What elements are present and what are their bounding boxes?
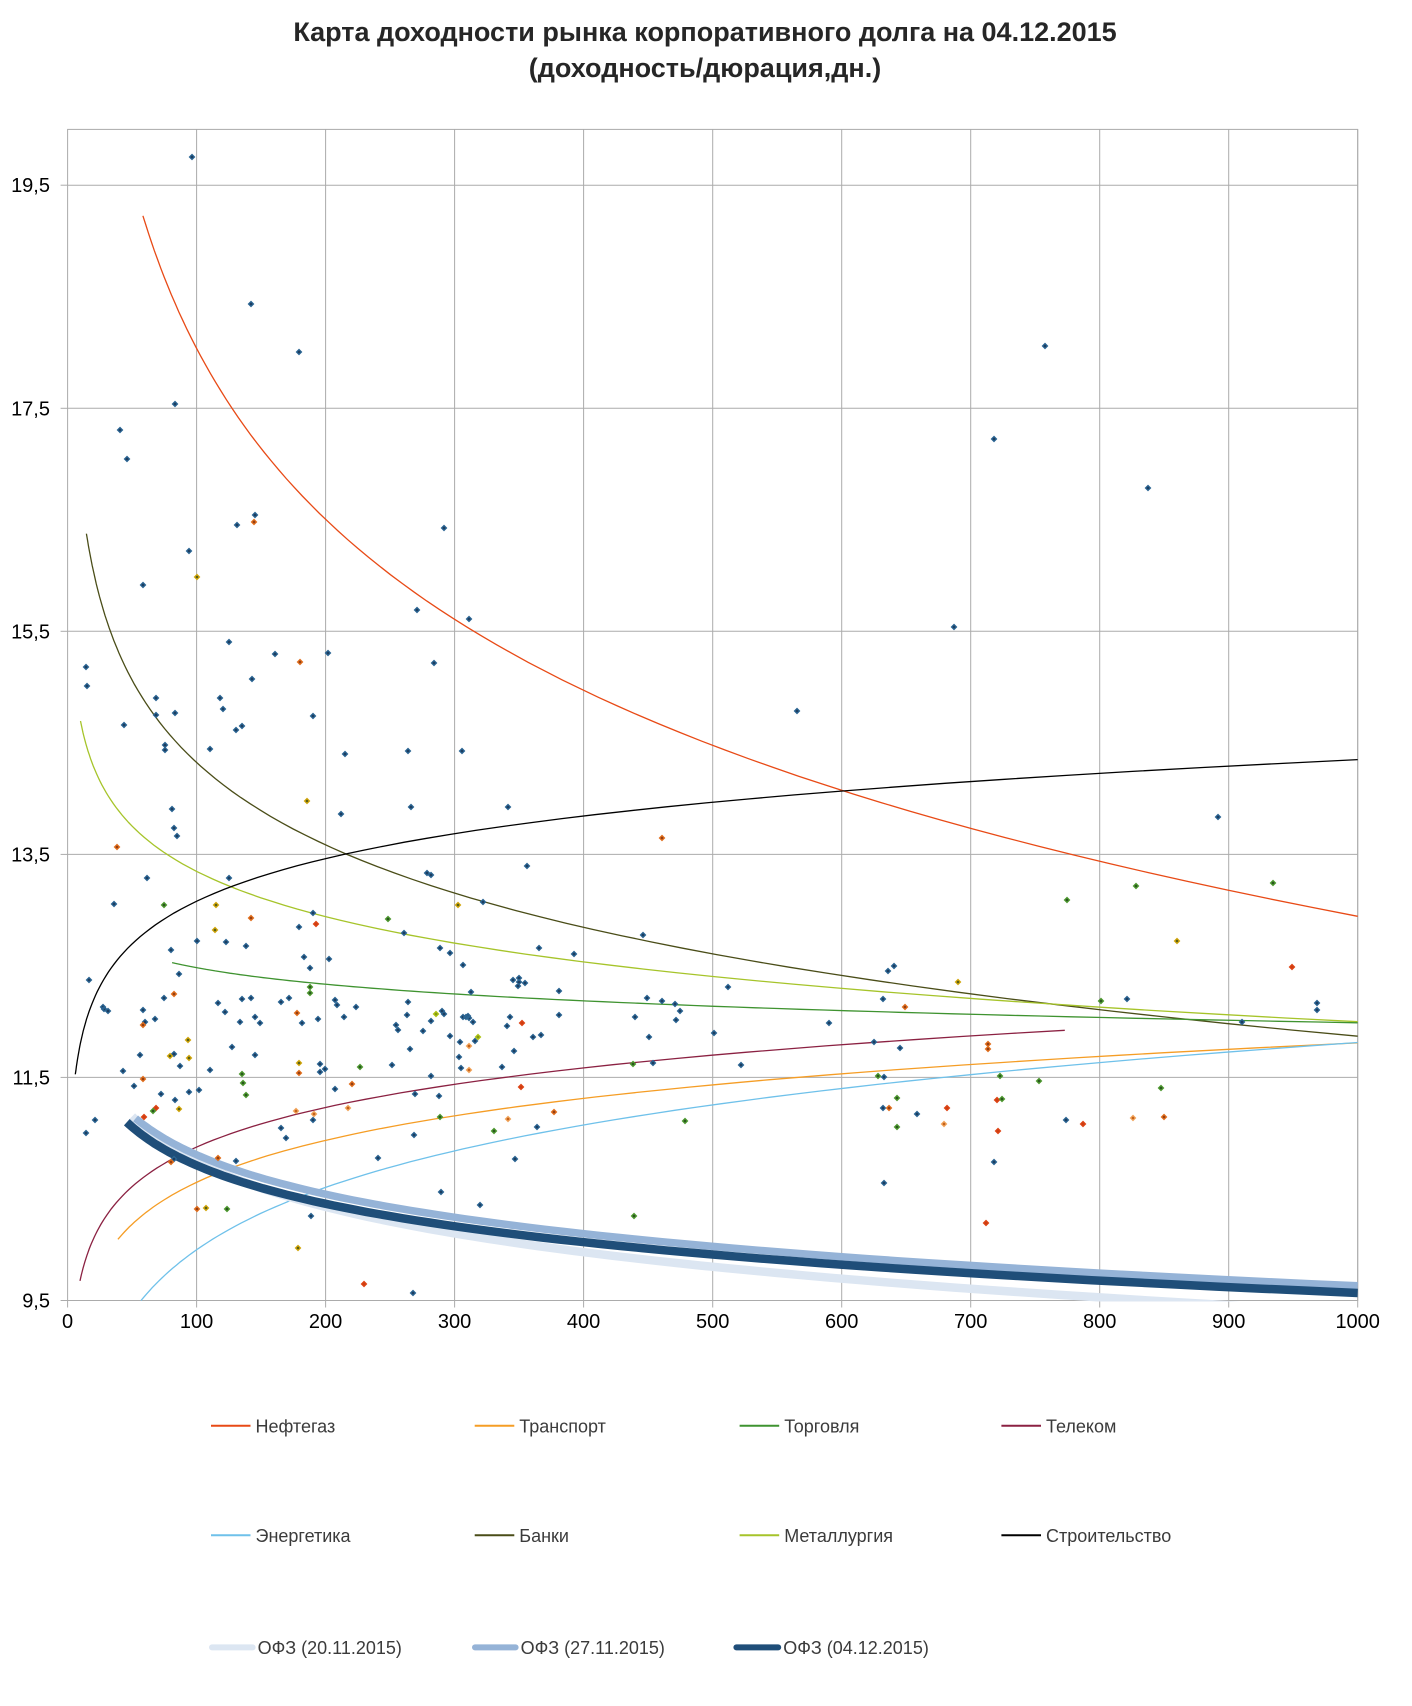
svg-text:Металлургия: Металлургия — [784, 1526, 893, 1546]
svg-text:Телеком: Телеком — [1046, 1416, 1116, 1436]
svg-text:11,5: 11,5 — [13, 1067, 50, 1089]
svg-text:13,5: 13,5 — [11, 844, 50, 866]
svg-text:Карта доходности рынка корпора: Карта доходности рынка корпоративного до… — [293, 17, 1116, 47]
svg-text:Энергетика: Энергетика — [256, 1526, 352, 1546]
svg-text:200: 200 — [309, 1311, 342, 1333]
svg-text:700: 700 — [954, 1311, 987, 1333]
svg-text:ОФЗ (20.11.2015): ОФЗ (20.11.2015) — [258, 1638, 402, 1658]
svg-text:ОФЗ (04.12.2015): ОФЗ (04.12.2015) — [783, 1638, 929, 1658]
svg-text:400: 400 — [567, 1311, 600, 1333]
svg-text:100: 100 — [180, 1311, 213, 1333]
svg-text:Банки: Банки — [519, 1526, 569, 1546]
svg-text:ОФЗ (27.11.2015): ОФЗ (27.11.2015) — [521, 1638, 665, 1658]
svg-text:Транспорт: Транспорт — [519, 1416, 606, 1436]
svg-text:Торговля: Торговля — [784, 1416, 859, 1436]
svg-text:800: 800 — [1083, 1311, 1116, 1333]
svg-text:500: 500 — [696, 1311, 729, 1333]
svg-text:19,5: 19,5 — [11, 175, 50, 197]
svg-text:(доходность/дюрация,дн.): (доходность/дюрация,дн.) — [529, 53, 881, 83]
svg-text:9,5: 9,5 — [22, 1291, 50, 1313]
svg-text:600: 600 — [825, 1311, 858, 1333]
svg-text:300: 300 — [438, 1311, 471, 1333]
svg-text:17,5: 17,5 — [11, 398, 50, 420]
svg-text:Нефтегаз: Нефтегаз — [256, 1416, 336, 1436]
svg-text:15,5: 15,5 — [11, 621, 50, 643]
svg-text:1000: 1000 — [1335, 1311, 1380, 1333]
svg-text:900: 900 — [1212, 1311, 1245, 1333]
svg-text:0: 0 — [62, 1311, 73, 1333]
svg-text:Строительство: Строительство — [1046, 1526, 1171, 1546]
